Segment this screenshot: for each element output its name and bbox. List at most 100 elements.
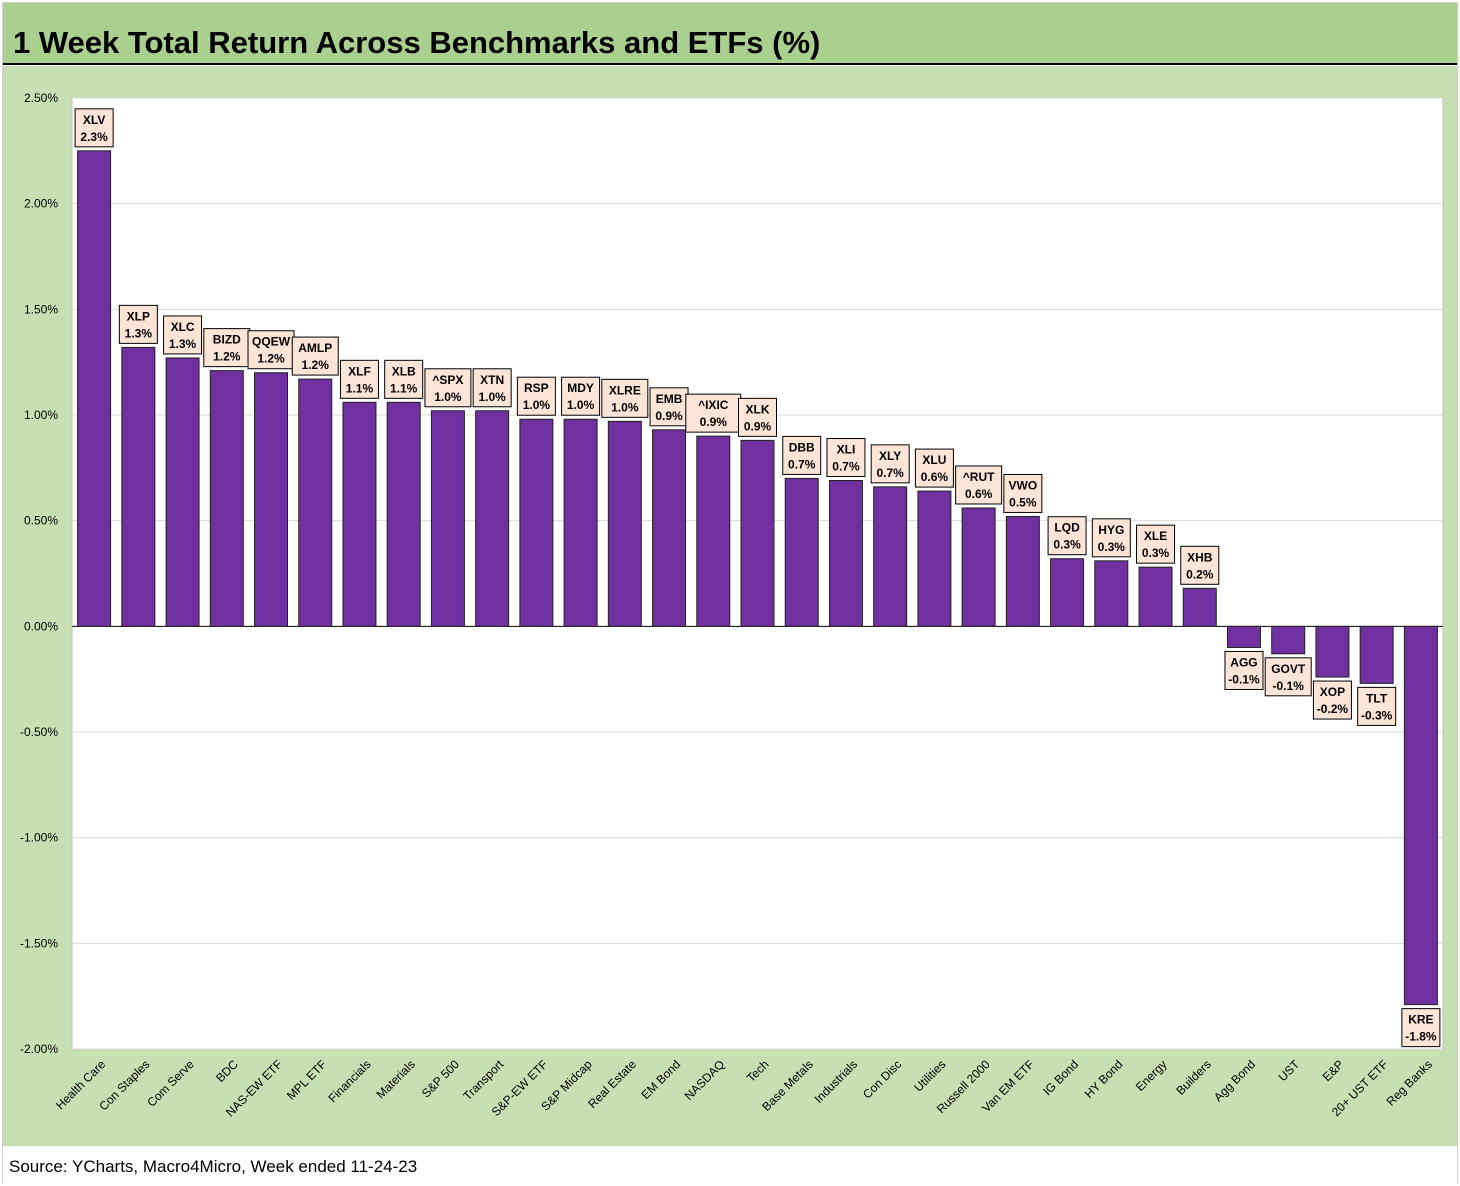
data-label-ticker: XTN <box>480 373 504 387</box>
bar-data-label: XLI 0.7% <box>826 438 866 478</box>
data-label-ticker: VWO <box>1009 478 1038 492</box>
bar <box>652 429 687 627</box>
bar-data-label: KRE -1.8% <box>1401 1008 1441 1048</box>
data-label-value: 1.3% <box>125 326 153 340</box>
y-tick-label: -2.00% <box>20 1042 58 1056</box>
bar <box>1005 515 1040 627</box>
data-label-box <box>1264 657 1312 697</box>
y-tick-label: -1.50% <box>20 936 58 950</box>
data-label-value: 1.0% <box>478 390 506 404</box>
data-label-value: -0.2% <box>1317 702 1349 716</box>
data-label-ticker: BIZD <box>213 333 241 347</box>
data-label-box <box>339 359 379 399</box>
data-label-ticker: XLF <box>348 364 371 378</box>
bar <box>121 346 156 627</box>
data-label-value: -1.8% <box>1405 1030 1437 1044</box>
data-label-ticker: EMB <box>656 392 683 406</box>
bar-series <box>77 150 1438 1006</box>
bar <box>607 420 642 627</box>
bar-data-label: XLP 1.3% <box>118 304 158 344</box>
x-tick-label: EM Bond <box>638 1057 683 1102</box>
data-label-ticker: ^IXIC <box>698 398 729 412</box>
x-tick-label: HY Bond <box>1082 1057 1126 1101</box>
bar-data-label: GOVT -0.1% <box>1264 657 1312 697</box>
data-label-box <box>118 304 158 344</box>
data-label-box <box>163 315 203 355</box>
bar <box>1226 625 1261 648</box>
bar-data-label: XLY 0.7% <box>870 444 910 484</box>
data-label-ticker: HYG <box>1098 523 1124 537</box>
x-tick-label: Tech <box>744 1057 772 1085</box>
data-label-ticker: XLP <box>127 309 150 323</box>
data-label-ticker: XOP <box>1320 685 1345 699</box>
bar-data-label: RSP 1.0% <box>516 376 556 416</box>
data-label-ticker: XLE <box>1144 529 1167 543</box>
source-bar: Source: YCharts, Macro4Micro, Week ended… <box>3 1148 1457 1184</box>
data-label-box <box>1357 686 1397 726</box>
x-tick-label: Energy <box>1133 1057 1170 1094</box>
y-tick-label: 2.50% <box>24 91 58 105</box>
data-label-ticker: KRE <box>1408 1013 1433 1027</box>
bar-data-label: ^RUT 0.6% <box>955 465 1003 505</box>
data-label-value: 1.0% <box>523 398 551 412</box>
data-label-value: 0.9% <box>700 415 728 429</box>
data-label-ticker: XLU <box>922 453 946 467</box>
bar-data-label: TLT -0.3% <box>1357 686 1397 726</box>
data-label-ticker: GOVT <box>1271 662 1306 676</box>
data-label-value: 0.7% <box>832 460 860 474</box>
data-label-box <box>384 359 424 399</box>
bar <box>696 435 731 627</box>
data-label-box <box>203 328 251 368</box>
bar-data-label: XLF 1.1% <box>339 359 379 399</box>
data-label-value: -0.3% <box>1361 708 1393 722</box>
bar-data-label: XLE 0.3% <box>1136 524 1176 564</box>
data-label-ticker: XLK <box>746 402 770 416</box>
bar <box>475 410 510 627</box>
data-label-box <box>649 387 689 427</box>
data-label-box <box>291 336 339 376</box>
data-label-value: 0.3% <box>1098 540 1126 554</box>
data-label-value: 1.3% <box>169 337 197 351</box>
data-label-box <box>561 376 601 416</box>
bar <box>1050 558 1085 627</box>
chart-title: 1 Week Total Return Across Benchmarks an… <box>13 25 821 60</box>
x-tick-label: Materials <box>373 1057 417 1101</box>
bar <box>1359 625 1394 684</box>
bar <box>77 150 112 627</box>
data-label-box <box>782 435 822 475</box>
x-tick-label: Reg Banks <box>1384 1057 1435 1108</box>
x-tick-label: Agg Bond <box>1211 1057 1258 1104</box>
bar <box>828 480 863 627</box>
data-label-box <box>914 448 954 488</box>
data-label-value: 0.9% <box>655 409 683 423</box>
source-note: Source: YCharts, Macro4Micro, Week ended… <box>9 1157 418 1176</box>
x-tick-label: Financials <box>325 1057 373 1105</box>
y-tick-label: 2.00% <box>24 197 58 211</box>
data-label-value: 0.7% <box>876 466 904 480</box>
data-label-ticker: AMLP <box>298 341 332 355</box>
bar <box>165 357 200 627</box>
data-label-box <box>247 330 295 370</box>
data-label-box <box>1091 518 1131 558</box>
bar-data-label: XLK 0.9% <box>738 397 777 437</box>
x-tick-label: BDC <box>213 1057 241 1085</box>
bar <box>1403 625 1438 1006</box>
bar-data-label: AGG -0.1% <box>1224 650 1264 690</box>
bar-data-label: XLV 2.3% <box>74 108 114 148</box>
data-label-box <box>826 438 866 478</box>
data-label-ticker: XLRE <box>609 383 641 397</box>
data-label-ticker: XLY <box>879 449 901 463</box>
x-tick-label: Utilities <box>911 1057 948 1094</box>
bar-data-label: DBB 0.7% <box>782 435 822 475</box>
bar <box>1094 560 1129 627</box>
bar-data-label: XTN 1.0% <box>472 368 512 408</box>
bar-data-label: XLB 1.1% <box>384 359 424 399</box>
x-tick-label: Transport <box>460 1057 506 1103</box>
data-label-ticker: ^RUT <box>963 470 995 484</box>
bar-data-label: AMLP 1.2% <box>291 336 339 376</box>
data-label-ticker: XLB <box>392 364 416 378</box>
bar-data-label: BIZD 1.2% <box>203 328 251 368</box>
bar <box>386 401 421 627</box>
data-label-box <box>1136 524 1176 564</box>
